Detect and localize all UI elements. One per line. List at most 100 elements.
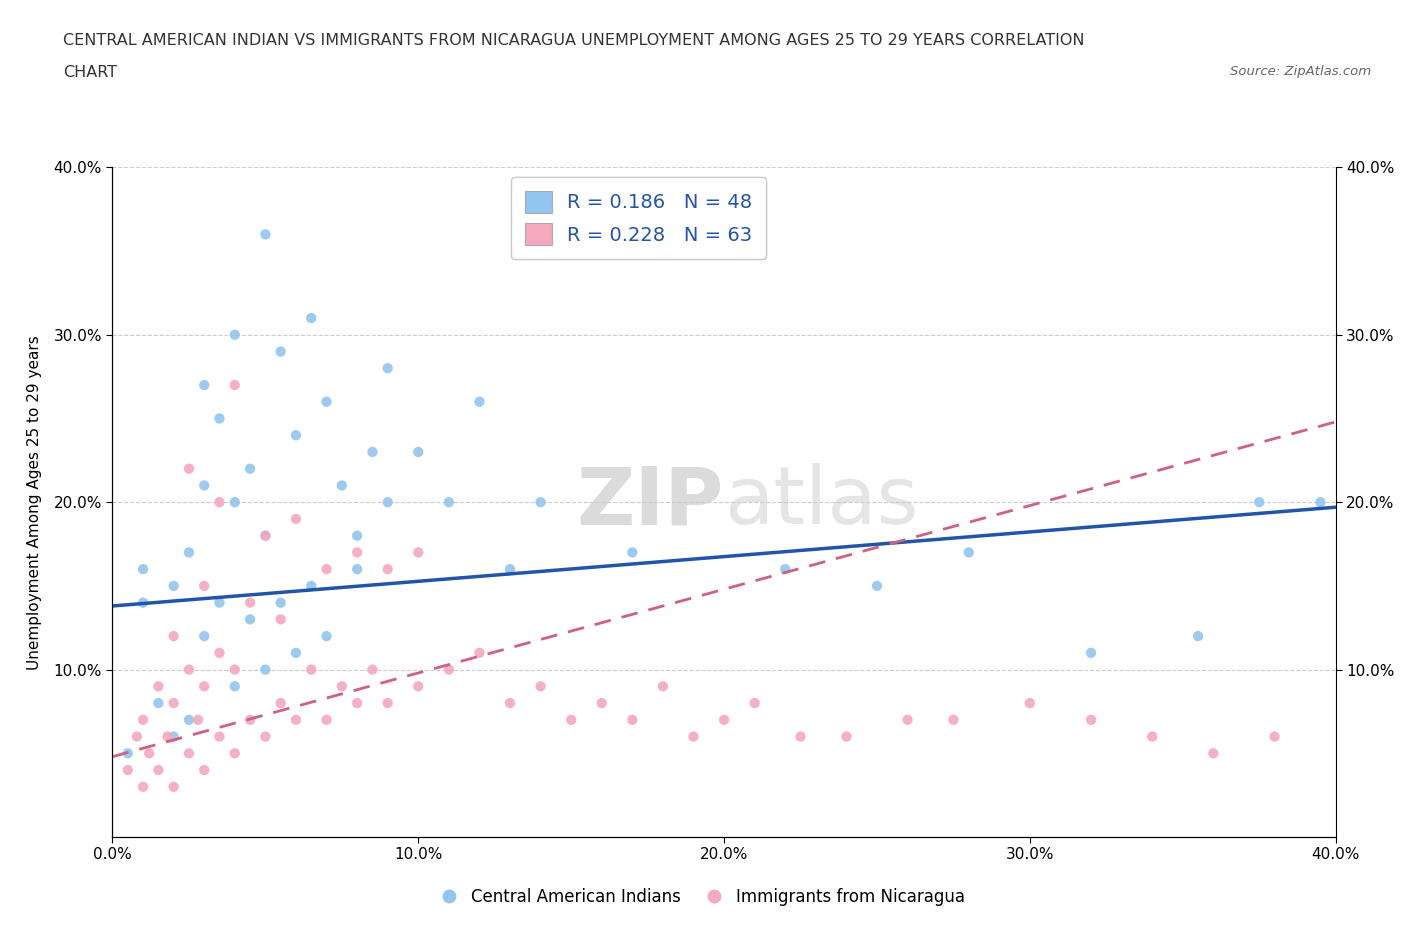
Point — [208, 595, 231, 610]
Point — [284, 645, 308, 660]
Point — [224, 378, 246, 392]
Point — [163, 729, 186, 744]
Point — [163, 629, 186, 644]
Point — [315, 394, 337, 409]
Point — [224, 327, 246, 342]
Point — [1080, 712, 1102, 727]
Point — [299, 578, 322, 593]
Point — [621, 545, 644, 560]
Point — [270, 595, 292, 610]
Point — [1249, 495, 1271, 510]
Legend: R = 0.186   N = 48, R = 0.228   N = 63: R = 0.186 N = 48, R = 0.228 N = 63 — [510, 177, 766, 259]
Point — [239, 612, 262, 627]
Point — [224, 495, 246, 510]
Point — [270, 696, 292, 711]
Point — [408, 679, 430, 694]
Point — [299, 311, 322, 325]
Point — [530, 679, 553, 694]
Point — [621, 712, 644, 727]
Text: ZIP: ZIP — [576, 463, 724, 541]
Point — [148, 679, 170, 694]
Point — [208, 645, 231, 660]
Point — [193, 478, 215, 493]
Point — [138, 746, 160, 761]
Point — [530, 495, 553, 510]
Point — [346, 528, 368, 543]
Point — [156, 729, 179, 744]
Point — [315, 629, 337, 644]
Point — [163, 696, 186, 711]
Point — [163, 779, 186, 794]
Point — [560, 712, 582, 727]
Point — [789, 729, 811, 744]
Legend: Central American Indians, Immigrants from Nicaragua: Central American Indians, Immigrants fro… — [434, 881, 972, 912]
Point — [224, 679, 246, 694]
Point — [208, 729, 231, 744]
Point — [408, 545, 430, 560]
Point — [499, 562, 522, 577]
Text: CHART: CHART — [63, 65, 117, 80]
Point — [193, 763, 215, 777]
Point — [270, 344, 292, 359]
Point — [163, 578, 186, 593]
Point — [224, 662, 246, 677]
Y-axis label: Unemployment Among Ages 25 to 29 years: Unemployment Among Ages 25 to 29 years — [28, 335, 42, 670]
Point — [125, 729, 148, 744]
Point — [377, 696, 399, 711]
Point — [254, 729, 277, 744]
Point — [1202, 746, 1225, 761]
Point — [346, 696, 368, 711]
Point — [377, 361, 399, 376]
Point — [315, 562, 337, 577]
Point — [1080, 645, 1102, 660]
Point — [254, 528, 277, 543]
Text: CENTRAL AMERICAN INDIAN VS IMMIGRANTS FROM NICARAGUA UNEMPLOYMENT AMONG AGES 25 : CENTRAL AMERICAN INDIAN VS IMMIGRANTS FR… — [63, 33, 1085, 47]
Point — [713, 712, 735, 727]
Point — [1187, 629, 1209, 644]
Point — [177, 746, 200, 761]
Point — [468, 645, 491, 660]
Point — [942, 712, 965, 727]
Point — [132, 595, 155, 610]
Point — [866, 578, 889, 593]
Point — [132, 712, 155, 727]
Point — [254, 227, 277, 242]
Point — [284, 712, 308, 727]
Point — [499, 696, 522, 711]
Point — [1309, 495, 1331, 510]
Point — [193, 679, 215, 694]
Point — [897, 712, 920, 727]
Point — [284, 512, 308, 526]
Point — [1018, 696, 1040, 711]
Point — [117, 763, 139, 777]
Point — [775, 562, 797, 577]
Point — [193, 378, 215, 392]
Point — [270, 612, 292, 627]
Point — [132, 779, 155, 794]
Point — [177, 545, 200, 560]
Point — [330, 478, 353, 493]
Point — [591, 696, 613, 711]
Text: Source: ZipAtlas.com: Source: ZipAtlas.com — [1230, 65, 1371, 78]
Point — [468, 394, 491, 409]
Point — [346, 562, 368, 577]
Point — [148, 696, 170, 711]
Point — [193, 629, 215, 644]
Point — [315, 712, 337, 727]
Point — [346, 545, 368, 560]
Point — [224, 746, 246, 761]
Point — [177, 662, 200, 677]
Point — [239, 461, 262, 476]
Point — [254, 662, 277, 677]
Text: atlas: atlas — [724, 463, 918, 541]
Point — [652, 679, 675, 694]
Point — [744, 696, 766, 711]
Point — [437, 662, 460, 677]
Point — [437, 495, 460, 510]
Point — [177, 461, 200, 476]
Point — [117, 746, 139, 761]
Point — [1264, 729, 1286, 744]
Point — [408, 445, 430, 459]
Point — [208, 495, 231, 510]
Point — [177, 712, 200, 727]
